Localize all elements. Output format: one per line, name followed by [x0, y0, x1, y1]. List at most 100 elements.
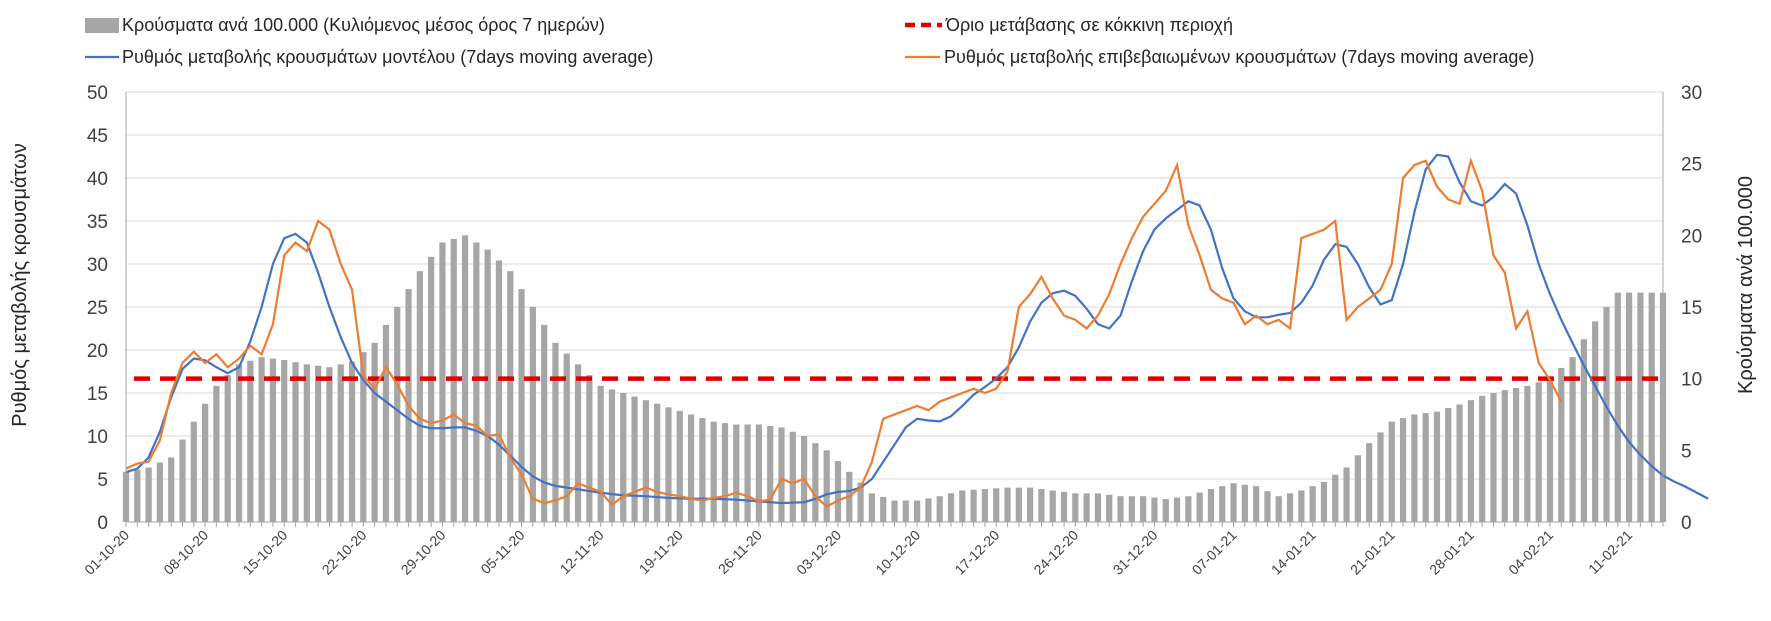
bar: [654, 403, 661, 522]
bar: [981, 489, 989, 522]
bar: [1185, 496, 1192, 522]
bar: [190, 421, 197, 522]
bar: [507, 271, 514, 522]
bar: [179, 439, 186, 522]
bar: [1219, 486, 1226, 522]
bar: [461, 235, 469, 522]
x-tick-label: 29-10-20: [398, 527, 449, 578]
bar: [1264, 491, 1271, 522]
x-tick-labels: 01-10-20 08-10-20 15-10-20 22-10-20 29-10-20…: [81, 527, 1635, 578]
bar: [518, 289, 525, 522]
bar: [552, 342, 559, 522]
x-tick-label: 10-12-20: [872, 527, 923, 578]
bar: [1173, 497, 1181, 522]
bar: [1411, 414, 1418, 522]
bar: [1140, 496, 1147, 522]
bar: [1094, 493, 1102, 522]
legend-item-cases: Κρούσματα ανά 100.000 (Κυλιόμενος μέσος …: [85, 15, 605, 35]
legend-item-threshold: Όριο μετάβασης σε κόκκινη περιοχή: [905, 15, 1233, 35]
bar: [1603, 307, 1610, 522]
bar: [699, 418, 706, 522]
bar: [1569, 357, 1576, 522]
bar: [247, 360, 254, 522]
y-left-tick-label: 40: [87, 169, 108, 190]
bar: [1083, 493, 1090, 522]
bar: [360, 352, 367, 522]
x-tick-label: 19-11-20: [636, 527, 686, 577]
bar: [1049, 490, 1056, 522]
bar: [642, 400, 649, 522]
bar: [1388, 421, 1395, 522]
bar: [202, 403, 209, 522]
bar: [1230, 483, 1237, 522]
bar: [914, 500, 921, 522]
legend-label-model: Ρυθμός μεταβολής κρουσμάτων μοντέλου (7d…: [122, 47, 653, 67]
x-tick-label: 03-12-20: [793, 527, 844, 578]
bar: [1241, 484, 1248, 522]
bar: [1354, 455, 1361, 522]
bar: [1038, 489, 1045, 522]
bar: [1162, 499, 1169, 522]
x-tick-label: 22-10-20: [319, 527, 370, 578]
bar: [608, 389, 616, 522]
y-right-tick-label: 20: [1681, 226, 1702, 247]
bar: [676, 410, 683, 522]
bar: [959, 490, 966, 522]
bar: [1535, 382, 1542, 522]
y-left-axis-title: Ρυθμός μεταβολής κρουσμάτων: [9, 143, 31, 427]
bar: [1196, 492, 1203, 522]
bar: [1060, 491, 1068, 522]
bar: [168, 457, 175, 522]
y-left-tick-label: 10: [87, 427, 108, 448]
bar: [631, 396, 638, 522]
bar: [1286, 493, 1294, 522]
bar: [416, 271, 423, 522]
bar: [495, 260, 503, 522]
x-tick-label: 11-02-21: [1585, 527, 1635, 577]
bar: [880, 496, 887, 522]
bar: [789, 431, 796, 522]
bar: [1275, 496, 1282, 522]
bar: [868, 493, 876, 522]
bar: [213, 385, 220, 522]
bar: [1479, 395, 1486, 522]
x-tick-label: 28-01-21: [1426, 527, 1477, 578]
bar: [1004, 487, 1011, 522]
bar: [1027, 487, 1034, 522]
bar: [315, 365, 322, 522]
bar: [134, 469, 141, 522]
bar: [1558, 367, 1565, 522]
y-left-tick-labels: 0 5 10 15 20 25 30 35 40 45 50: [87, 83, 108, 534]
bar: [1399, 418, 1407, 522]
legend-item-confirmed: Ρυθμός μεταβολής επιβεβαιωμένων κρουσμάτ…: [905, 47, 1534, 67]
bar: [281, 360, 288, 522]
bar: [235, 364, 243, 522]
x-tick-label: 07-01-21: [1189, 527, 1240, 578]
bar: [902, 500, 909, 522]
bar: [597, 385, 604, 522]
legend-label-threshold: Όριο μετάβασης σε κόκκινη περιοχή: [945, 15, 1233, 35]
bar: [1445, 408, 1452, 522]
bar: [1320, 481, 1328, 522]
bar: [1637, 292, 1644, 522]
y-right-axis-title: Κρούσματα ανά 100.000: [1735, 176, 1757, 394]
bar: [1015, 487, 1022, 522]
bar: [1648, 292, 1655, 522]
bar: [993, 488, 1000, 522]
bar: [1422, 413, 1429, 522]
bar: [767, 425, 774, 522]
bar: [1332, 474, 1339, 522]
y-left-tick-label: 0: [97, 513, 108, 534]
bar: [755, 424, 762, 522]
bar: [1343, 467, 1350, 522]
y-right-tick-labels: 0 5 10 15 20 25 30: [1681, 83, 1702, 534]
x-tick-label: 26-11-20: [715, 527, 765, 577]
bar: [303, 364, 310, 522]
legend-item-model: Ρυθμός μεταβολής κρουσμάτων μοντέλου (7d…: [85, 47, 653, 67]
x-tick-label: 08-10-20: [160, 527, 211, 578]
bar: [1501, 390, 1508, 522]
x-tick-label: 04-02-21: [1505, 527, 1556, 578]
y-left-tick-label: 25: [87, 298, 108, 319]
bar: [1207, 489, 1215, 522]
